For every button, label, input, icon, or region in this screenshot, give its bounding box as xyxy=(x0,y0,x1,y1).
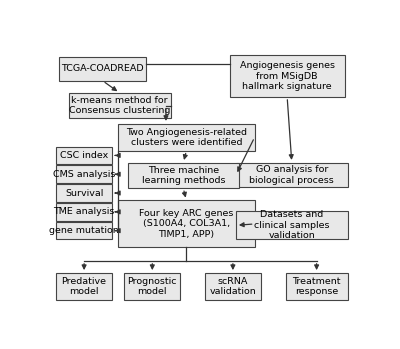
FancyBboxPatch shape xyxy=(59,57,146,81)
FancyBboxPatch shape xyxy=(56,222,112,239)
FancyBboxPatch shape xyxy=(118,124,255,151)
Text: GO analysis for
biological process: GO analysis for biological process xyxy=(250,165,334,185)
FancyBboxPatch shape xyxy=(128,163,239,188)
Text: Four key ARC genes
(S100A4, COL3A1,
TIMP1, APP): Four key ARC genes (S100A4, COL3A1, TIMP… xyxy=(139,209,234,239)
FancyBboxPatch shape xyxy=(236,163,348,187)
Text: CMS analysis: CMS analysis xyxy=(53,170,115,179)
FancyBboxPatch shape xyxy=(56,165,112,183)
Text: Survival: Survival xyxy=(65,188,103,198)
Text: CSC index: CSC index xyxy=(60,151,108,160)
FancyBboxPatch shape xyxy=(205,273,261,300)
Text: TME analysis: TME analysis xyxy=(54,207,115,216)
FancyBboxPatch shape xyxy=(56,184,112,202)
Text: Prognostic
model: Prognostic model xyxy=(128,277,177,296)
Text: TCGA-COADREAD: TCGA-COADREAD xyxy=(61,64,144,73)
FancyBboxPatch shape xyxy=(124,273,180,300)
Text: Treatment
response: Treatment response xyxy=(292,277,341,296)
FancyBboxPatch shape xyxy=(56,203,112,221)
FancyBboxPatch shape xyxy=(69,93,171,118)
Text: Datasets and
clinical samples
validation: Datasets and clinical samples validation xyxy=(254,210,330,240)
FancyBboxPatch shape xyxy=(230,55,344,97)
Text: scRNA
validation: scRNA validation xyxy=(210,277,256,296)
Text: Angiogenesis genes
from MSigDB
hallmark signature: Angiogenesis genes from MSigDB hallmark … xyxy=(240,61,335,91)
Text: gene mutation: gene mutation xyxy=(49,226,119,235)
Text: Two Angiogenesis-related
clusters were identified: Two Angiogenesis-related clusters were i… xyxy=(126,128,247,147)
Text: k-means method for
Consensus clustering: k-means method for Consensus clustering xyxy=(69,96,170,116)
Text: Predative
model: Predative model xyxy=(62,277,106,296)
FancyBboxPatch shape xyxy=(56,273,112,300)
FancyBboxPatch shape xyxy=(56,147,112,164)
FancyBboxPatch shape xyxy=(118,200,255,247)
Text: Three machine
learning methods: Three machine learning methods xyxy=(142,166,225,185)
FancyBboxPatch shape xyxy=(236,211,348,239)
FancyBboxPatch shape xyxy=(286,273,348,300)
